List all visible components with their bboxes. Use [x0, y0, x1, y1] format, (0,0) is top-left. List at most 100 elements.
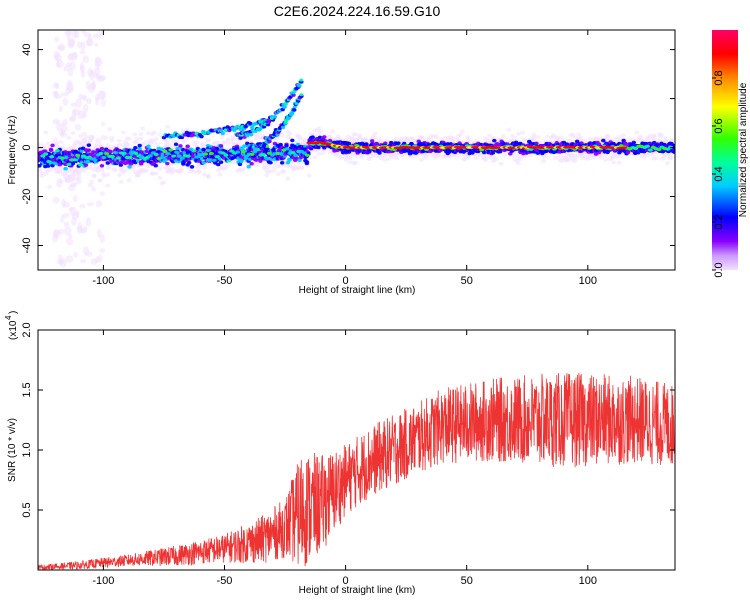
spectrogram-cell: [70, 131, 75, 135]
spectrogram-cell: [86, 217, 92, 227]
spectrogram-cell: [84, 32, 91, 37]
spectrogram-cell: [168, 148, 173, 151]
spectrogram-cell: [487, 134, 492, 138]
spectrogram-ytick-label: -20: [21, 189, 33, 205]
spectrogram-ytick-label: 0: [21, 144, 33, 150]
spectrogram-cell: [186, 155, 191, 158]
spectrogram-cell: [59, 106, 63, 113]
spectrogram-cell: [353, 161, 358, 165]
spectrogram-cell: [128, 156, 133, 159]
spectrogram-cell: [64, 156, 69, 159]
spectrogram-cell: [502, 154, 507, 158]
spectrogram-cell: [100, 91, 106, 99]
spectrogram-cell: [165, 162, 169, 166]
spectrogram-cell: [499, 162, 504, 166]
spectrogram-cell: [626, 150, 630, 154]
spectrogram-cell: [669, 155, 674, 159]
spectrogram-cell: [64, 222, 70, 228]
spectrogram-cell: [117, 173, 122, 177]
spectrogram-cell: [61, 199, 66, 209]
spectrogram-cell: [659, 134, 664, 138]
spectrogram-cell: [62, 119, 68, 126]
spectrogram-cell: [146, 145, 150, 149]
spectrogram-cell: [55, 149, 60, 152]
spectrogram-cell: [92, 174, 97, 178]
spectrogram-cell: [91, 80, 96, 89]
spectrogram-cell: [69, 117, 76, 122]
spectrogram-cell: [520, 131, 525, 135]
spectrogram-cell: [97, 229, 102, 238]
spectrogram-cell: [109, 136, 114, 140]
spectrogram-cell: [81, 41, 86, 51]
spectrogram-cell: [121, 130, 126, 134]
spectrogram-cell: [83, 104, 89, 113]
spectrogram-cell: [373, 132, 378, 136]
spectrogram-cell: [80, 259, 86, 263]
spectrogram-cell: [458, 133, 463, 137]
spectrogram-cell: [320, 151, 325, 155]
spectrogram-cell: [79, 204, 86, 208]
spectrogram-cell: [264, 173, 269, 177]
spectrogram-cell: [207, 158, 211, 162]
spectrogram-cell: [282, 170, 287, 174]
spectrogram-cell: [154, 164, 158, 168]
spectrogram-cell: [535, 135, 540, 139]
spectrogram-cell: [254, 162, 259, 166]
spectrogram-cell: [70, 102, 77, 107]
spectrogram-cell: [91, 258, 98, 265]
spectrogram-cell: [86, 38, 92, 46]
spectrogram-cell: [215, 155, 220, 158]
spectrogram-cell: [280, 133, 285, 137]
spectrogram-cell: [110, 155, 115, 158]
spectrogram-cell: [510, 134, 515, 138]
spectrogram-cell: [101, 156, 106, 159]
spectrogram-cell: [290, 139, 294, 143]
spectrogram-cell: [94, 68, 100, 75]
spectrogram-cell: [219, 144, 223, 148]
spectrogram-cell: [41, 145, 46, 149]
spectrogram-cell: [98, 152, 103, 155]
spectrogram-cell: [179, 166, 184, 170]
spectrogram-cell: [216, 141, 221, 145]
spectrogram-cell: [318, 129, 323, 133]
spectrogram-cell: [154, 137, 159, 141]
spectrogram-cell: [45, 142, 50, 146]
spectrogram-cell: [185, 145, 189, 149]
spectrogram-cell: [138, 144, 142, 148]
spectrogram-cell: [87, 143, 91, 147]
spectrogram-cell: [328, 135, 333, 139]
spectrogram-cell: [80, 229, 87, 234]
spectrogram-cell: [54, 36, 59, 42]
spectrogram-cell: [652, 133, 657, 137]
spectrogram-cell: [276, 172, 281, 176]
spectrogram-cell: [634, 130, 639, 134]
spectrogram-cell: [82, 55, 89, 63]
spectrogram-cell: [290, 151, 295, 154]
spectrogram-cell: [506, 128, 511, 132]
spectrogram-cell: [140, 127, 145, 131]
spectrogram-cell: [394, 156, 399, 160]
spectrogram-cell: [119, 180, 124, 184]
spectrogram-cell: [621, 146, 627, 149]
spectrogram-cell: [152, 130, 157, 134]
spectrogram-cell: [127, 137, 132, 141]
spectrogram-cell: [56, 178, 62, 188]
spectrogram-cell: [60, 132, 64, 138]
spectrogram-cell: [58, 254, 62, 262]
spectrogram-cell: [105, 173, 110, 177]
spectrogram-cell: [297, 84, 301, 88]
spectrogram-cell: [50, 144, 54, 148]
spectrogram-cell: [225, 164, 230, 168]
spectrogram-cell: [238, 158, 243, 161]
spectrogram-cell: [270, 117, 274, 120]
spectrogram-cell: [239, 141, 244, 145]
spectrogram-cell: [101, 135, 105, 140]
colorbar: 0.00.20.40.60.8 Normalized spectral ampl…: [712, 30, 749, 278]
spectrogram-cell: [64, 175, 72, 183]
spectrogram-cell: [268, 161, 272, 165]
spectrogram-cell: [292, 108, 296, 112]
spectrogram-cell: [466, 135, 471, 139]
spectrogram-cell: [55, 83, 59, 90]
spectrogram-cell: [199, 135, 203, 139]
